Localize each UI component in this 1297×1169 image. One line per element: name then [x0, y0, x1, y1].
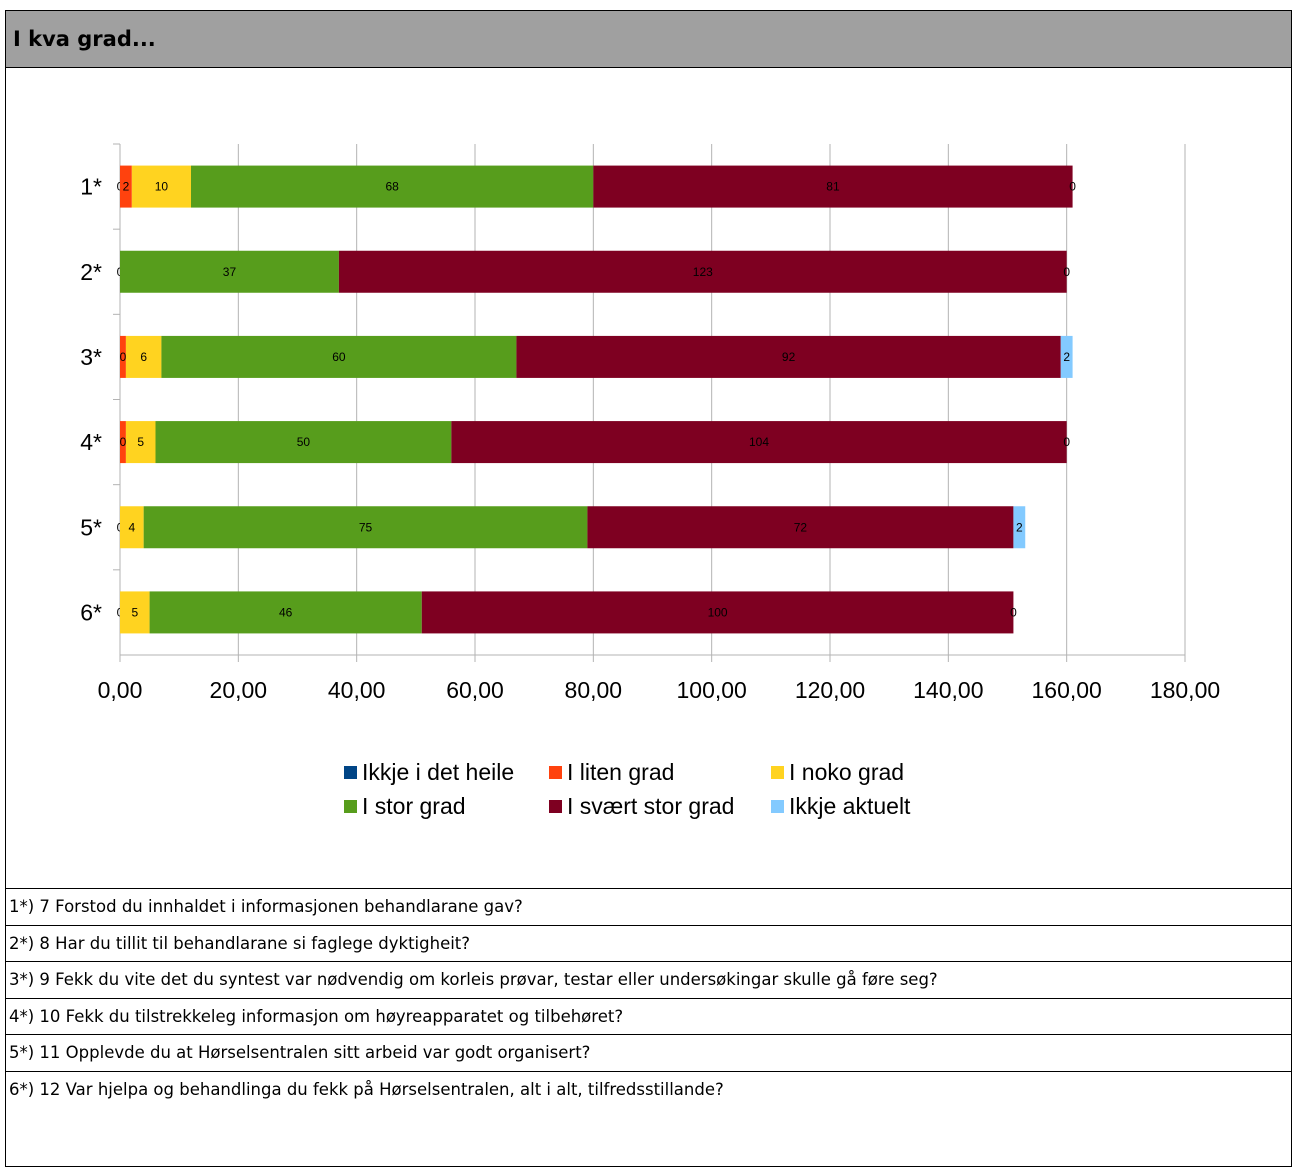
y-tick-label: 2* — [80, 259, 102, 285]
data-label: 0 — [120, 350, 127, 364]
bar-segment — [120, 335, 126, 378]
legend-swatch — [771, 799, 784, 813]
note-4: 4*) 10 Fekk du tilstrekkeleg informasjon… — [6, 997, 1291, 1035]
data-label: 2 — [1016, 520, 1023, 534]
data-label: 75 — [359, 520, 373, 534]
data-label: 104 — [749, 435, 769, 449]
x-tick-label: 180,00 — [1150, 677, 1220, 703]
bar-segment — [1060, 335, 1073, 378]
bar-segment — [120, 421, 126, 464]
note-1: 1*) 7 Forstod du innhaldet i informasjon… — [6, 888, 1291, 925]
report-panel: I kva grad... 0,00 20,00 40,00 60,00 80,00 10… — [5, 10, 1292, 1167]
x-tick-label: 100,00 — [676, 677, 746, 703]
x-tick-label: 0,00 — [98, 677, 143, 703]
x-tick-label: 20,00 — [210, 677, 268, 703]
data-label: 10 — [155, 180, 169, 194]
legend-label: Ikkje aktuelt — [789, 792, 911, 819]
data-label: 123 — [693, 265, 713, 279]
bar-segment — [451, 421, 1067, 464]
note-5: 5*) 11 Opplevde du at Hørselsentralen si… — [6, 1034, 1291, 1071]
legend-swatch — [344, 799, 357, 813]
data-label: 60 — [332, 350, 346, 364]
panel-title: I kva grad... — [6, 11, 1291, 68]
bar-segment — [125, 421, 156, 464]
bar-segment — [587, 506, 1014, 549]
stacked-bar-chart: 0,00 20,00 40,00 60,00 80,00 100,00 120,00 140,… — [80, 143, 1220, 703]
bar-segment — [191, 165, 594, 208]
legend-item: I svært stor grad — [549, 792, 771, 820]
data-label: 81 — [826, 180, 840, 194]
bar-segment — [149, 591, 422, 634]
bar-segment — [131, 165, 191, 208]
y-tick-label: 1* — [80, 174, 102, 200]
legend-item: Ikkje aktuelt — [771, 792, 971, 820]
legend-swatch — [549, 799, 562, 813]
x-tick-label: 140,00 — [913, 677, 983, 703]
bar-segment — [593, 165, 1073, 208]
legend-item: Ikkje i det heile — [344, 758, 549, 786]
data-label: 37 — [223, 265, 237, 279]
bar-segment — [516, 335, 1061, 378]
legend-swatch — [344, 765, 357, 779]
note-3: 3*) 9 Fekk du vite det du syntest var nø… — [6, 961, 1291, 998]
y-tick-label: 5* — [80, 514, 102, 540]
note-2: 2*) 8 Har du tillit til behandlarane si … — [6, 924, 1291, 962]
data-label: 2 — [123, 180, 130, 194]
x-tick-label: 60,00 — [446, 677, 504, 703]
legend-item: I stor grad — [344, 792, 549, 820]
note-6: 6*) 12 Var hjelpa og behandlinga du fekk… — [6, 1070, 1291, 1108]
data-label: 0 — [1069, 180, 1076, 194]
chart-legend: Ikkje i det heile I liten grad I noko grad… — [344, 758, 984, 820]
legend-item: I noko grad — [771, 758, 971, 786]
legend-swatch — [771, 765, 784, 779]
x-tick-label: 80,00 — [565, 677, 623, 703]
question-notes: 1*) 7 Forstod du innhaldet i informasjon… — [6, 888, 1291, 1107]
data-label: 46 — [279, 605, 293, 619]
bar-segment — [120, 165, 132, 208]
x-tick-label: 120,00 — [795, 677, 865, 703]
data-label: 0 — [120, 435, 127, 449]
data-label: 68 — [385, 180, 399, 194]
data-label: 72 — [794, 520, 808, 534]
data-label: 100 — [708, 605, 728, 619]
x-tick-label: 160,00 — [1031, 677, 1101, 703]
x-tick-label: 40,00 — [328, 677, 386, 703]
legend-label: I stor grad — [362, 792, 466, 819]
bar-segment — [1013, 506, 1026, 549]
bar-segment — [125, 335, 162, 378]
y-tick-label: 3* — [80, 344, 102, 370]
data-label: 5 — [137, 435, 144, 449]
data-label: 0 — [1010, 605, 1017, 619]
data-label: 92 — [782, 350, 796, 364]
bar-segment — [338, 250, 1067, 293]
bar-segment — [143, 506, 588, 549]
chart-area: 0,00 20,00 40,00 60,00 80,00 100,00 120,00 140,… — [6, 68, 1291, 897]
legend-label: I liten grad — [567, 758, 675, 785]
legend-label: I svært stor grad — [567, 792, 735, 819]
data-label: 5 — [131, 605, 138, 619]
bar-segment — [120, 506, 144, 549]
legend-label: I noko grad — [789, 758, 905, 785]
bar-segment — [120, 250, 339, 293]
data-label: 2 — [1063, 350, 1070, 364]
data-label: 4 — [128, 520, 135, 534]
legend-swatch — [549, 765, 562, 779]
bar-segment — [421, 591, 1014, 634]
bar-segment — [155, 421, 452, 464]
bar-segment — [161, 335, 517, 378]
data-label: 6 — [140, 350, 147, 364]
legend-label: Ikkje i det heile — [362, 758, 515, 785]
data-label: 0 — [1063, 435, 1070, 449]
bar-segment — [120, 591, 150, 634]
data-label: 0 — [1063, 265, 1070, 279]
legend-item: I liten grad — [549, 758, 771, 786]
y-tick-label: 4* — [80, 429, 102, 455]
data-label: 50 — [297, 435, 311, 449]
y-tick-label: 6* — [80, 599, 102, 625]
